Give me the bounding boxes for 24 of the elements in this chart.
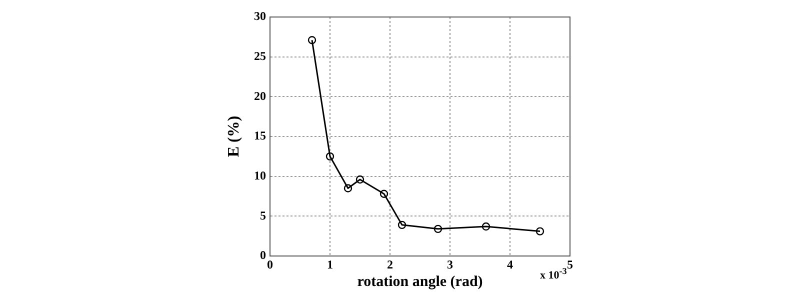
point — [326, 152, 334, 161]
point — [398, 220, 406, 230]
y-tick-label: 15 — [254, 128, 266, 143]
point — [536, 227, 544, 236]
x-tick-label: 2 — [387, 257, 393, 272]
y-tick-label: 5 — [260, 208, 266, 222]
x-tick-label: 5 — [567, 257, 573, 272]
y-axis-title: E (%) — [226, 116, 243, 158]
point — [434, 224, 442, 234]
x-tick-label: 3 — [447, 257, 453, 272]
x-tick-label: 1 — [327, 257, 333, 272]
x-axis-title: rotation angle (rad) — [357, 274, 483, 290]
point — [380, 190, 388, 198]
y-tick-label: 10 — [254, 168, 266, 182]
point — [344, 184, 352, 192]
point — [308, 36, 316, 44]
text: x 10$^{-3}$ — [540, 266, 567, 282]
x-tick-label: 4 — [507, 257, 513, 272]
y-tick-label: 0 — [260, 248, 266, 262]
y-tick-label: 20 — [254, 88, 266, 103]
y-tick-label: 30 — [254, 9, 266, 24]
point — [356, 175, 364, 184]
y-tick-label: 25 — [254, 48, 266, 63]
point — [482, 222, 490, 231]
